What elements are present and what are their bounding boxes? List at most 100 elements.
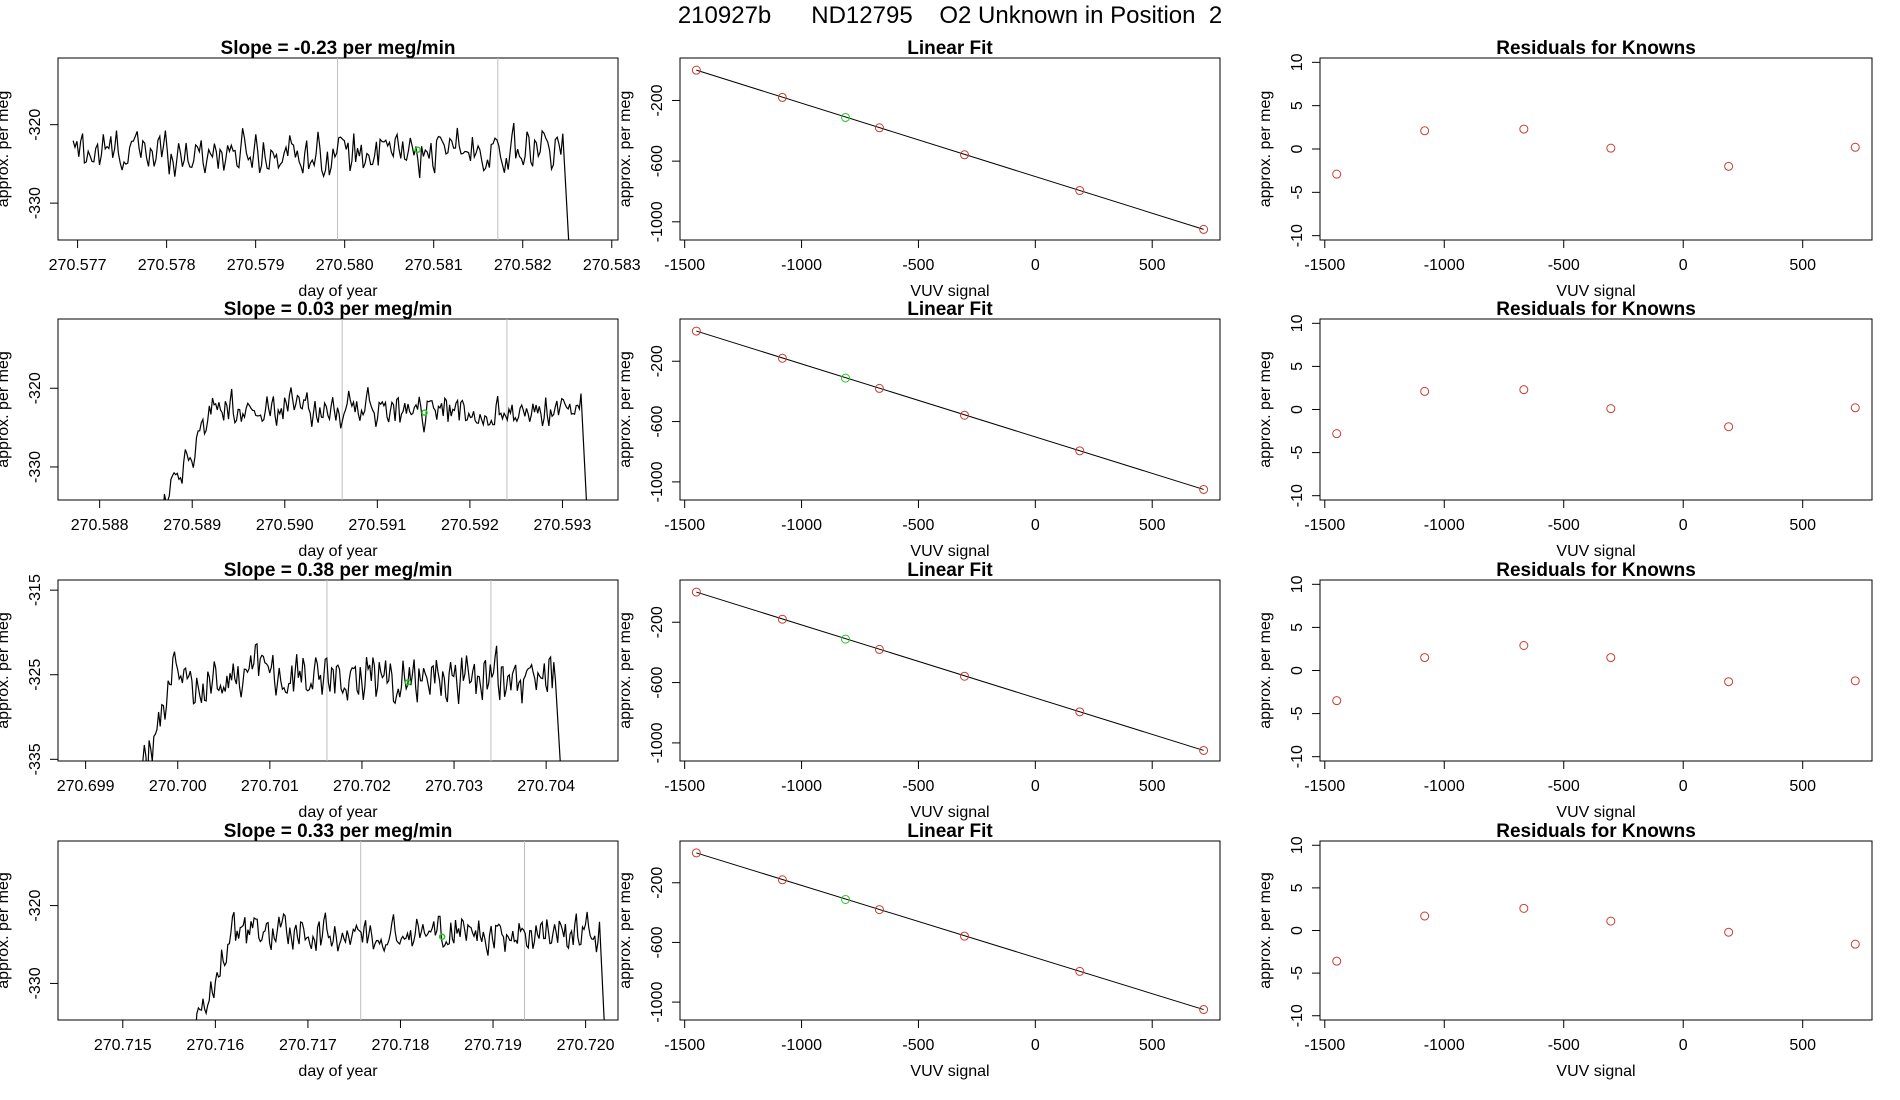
panel-title: Residuals for Knowns bbox=[1496, 560, 1696, 581]
known-point bbox=[1199, 484, 1209, 494]
panel-time-series-row-3: Slope = 0.38 per meg/min day of year appro… bbox=[0, 560, 619, 821]
plot-frame bbox=[1319, 579, 1873, 762]
residual-point bbox=[1850, 939, 1860, 949]
y-axis-label: approx. per meg bbox=[617, 351, 634, 468]
y-tick-label: -1000 bbox=[649, 461, 666, 502]
known-point bbox=[777, 875, 787, 885]
panel-title: Residuals for Knowns bbox=[1496, 38, 1696, 59]
plot-area bbox=[163, 319, 588, 500]
panel-title: Slope = 0.38 per meg/min bbox=[224, 560, 453, 581]
residual-point bbox=[1332, 956, 1342, 966]
residual-point bbox=[1420, 911, 1430, 921]
plot-area bbox=[1332, 903, 1860, 966]
time-series-line bbox=[195, 911, 605, 1020]
y-tick-label: -330 bbox=[27, 451, 44, 483]
y-tick-label: -200 bbox=[649, 867, 666, 899]
fit-line bbox=[696, 852, 1204, 1011]
panel-title: Residuals for Knowns bbox=[1496, 821, 1696, 842]
y-tick-label: -325 bbox=[27, 659, 44, 691]
y-axis-label: approx. per meg bbox=[617, 612, 634, 729]
residual-point bbox=[1519, 903, 1529, 913]
residual-point bbox=[1724, 422, 1734, 432]
x-tick-label: -1000 bbox=[781, 778, 822, 795]
x-tick-label: -500 bbox=[902, 257, 934, 274]
residual-point bbox=[1850, 403, 1860, 413]
y-tick-label: -200 bbox=[649, 84, 666, 116]
x-tick-label: 270.702 bbox=[333, 778, 391, 795]
x-tick-label: 0 bbox=[1679, 257, 1688, 274]
residual-point bbox=[1850, 676, 1860, 686]
plot-frame bbox=[679, 318, 1221, 501]
x-tick-label: -1500 bbox=[664, 1037, 705, 1054]
residual-point bbox=[1606, 653, 1616, 663]
y-axis-label: approx. per meg bbox=[1257, 872, 1274, 989]
known-point bbox=[691, 326, 701, 336]
x-tick-label: 270.717 bbox=[279, 1037, 337, 1054]
y-tick-label: -10 bbox=[1289, 484, 1306, 507]
x-axis-label: VUV signal bbox=[910, 543, 989, 560]
known-point bbox=[1075, 446, 1085, 456]
residual-point bbox=[1850, 142, 1860, 152]
y-axis-label: approx. per meg bbox=[0, 612, 12, 729]
x-tick-label: -1500 bbox=[1304, 778, 1345, 795]
x-tick-label: -1000 bbox=[1424, 778, 1465, 795]
y-tick-label: -600 bbox=[649, 145, 666, 177]
x-tick-label: -1000 bbox=[781, 257, 822, 274]
x-tick-label: -1000 bbox=[1424, 517, 1465, 534]
panel-title: Residuals for Knowns bbox=[1496, 299, 1696, 320]
residual-point bbox=[1332, 429, 1342, 439]
y-tick-label: -600 bbox=[649, 926, 666, 958]
y-tick-label: -5 bbox=[1289, 445, 1306, 459]
x-axis-label: day of year bbox=[298, 804, 378, 821]
y-tick-label: -600 bbox=[649, 405, 666, 437]
known-point bbox=[874, 383, 884, 393]
plot-frame bbox=[57, 840, 619, 1021]
unknown-marker bbox=[414, 146, 421, 154]
y-tick-label: -1000 bbox=[649, 982, 666, 1023]
residual-point bbox=[1606, 916, 1616, 926]
y-tick-label: 5 bbox=[1289, 362, 1306, 371]
plot-frame bbox=[1319, 840, 1873, 1021]
residual-point bbox=[1519, 385, 1529, 395]
x-tick-label: 270.719 bbox=[464, 1037, 522, 1054]
plot-area bbox=[1332, 385, 1860, 439]
x-axis-label: VUV signal bbox=[1556, 804, 1635, 821]
known-point bbox=[874, 123, 884, 133]
panel-residuals-row-2: Residuals for Knowns VUV signal approx. pe… bbox=[1257, 299, 1873, 560]
known-point bbox=[959, 410, 969, 420]
x-tick-label: 0 bbox=[1679, 1037, 1688, 1054]
y-tick-label: -330 bbox=[27, 187, 44, 219]
y-tick-label: -320 bbox=[27, 372, 44, 404]
x-tick-label: -500 bbox=[902, 778, 934, 795]
residual-point bbox=[1519, 124, 1529, 134]
x-tick-label: -1000 bbox=[781, 517, 822, 534]
x-tick-label: -500 bbox=[902, 1037, 934, 1054]
residual-point bbox=[1332, 696, 1342, 706]
residual-point bbox=[1420, 386, 1430, 396]
x-tick-label: -500 bbox=[902, 517, 934, 534]
y-tick-label: 10 bbox=[1289, 53, 1306, 71]
x-axis-label: VUV signal bbox=[910, 804, 989, 821]
known-point bbox=[1199, 224, 1209, 234]
y-tick-label: 5 bbox=[1289, 883, 1306, 892]
known-point bbox=[1199, 1005, 1209, 1015]
residual-point bbox=[1332, 169, 1342, 179]
x-tick-label: 0 bbox=[1031, 1037, 1040, 1054]
y-tick-label: -200 bbox=[649, 345, 666, 377]
y-tick-label: -315 bbox=[27, 574, 44, 606]
x-tick-label: 270.590 bbox=[256, 517, 314, 534]
residual-point bbox=[1420, 653, 1430, 663]
x-tick-label: -1500 bbox=[1304, 257, 1345, 274]
y-tick-label: 0 bbox=[1289, 405, 1306, 414]
x-tick-label: 270.591 bbox=[348, 517, 406, 534]
x-tick-label: -1500 bbox=[664, 257, 705, 274]
known-point bbox=[959, 671, 969, 681]
x-tick-label: -1000 bbox=[1424, 1037, 1465, 1054]
plot-area bbox=[691, 65, 1209, 234]
x-axis-label: VUV signal bbox=[1556, 1063, 1635, 1080]
known-point bbox=[691, 587, 701, 597]
x-axis-label: day of year bbox=[298, 283, 378, 300]
known-point bbox=[874, 905, 884, 915]
x-tick-label: 500 bbox=[1789, 257, 1816, 274]
